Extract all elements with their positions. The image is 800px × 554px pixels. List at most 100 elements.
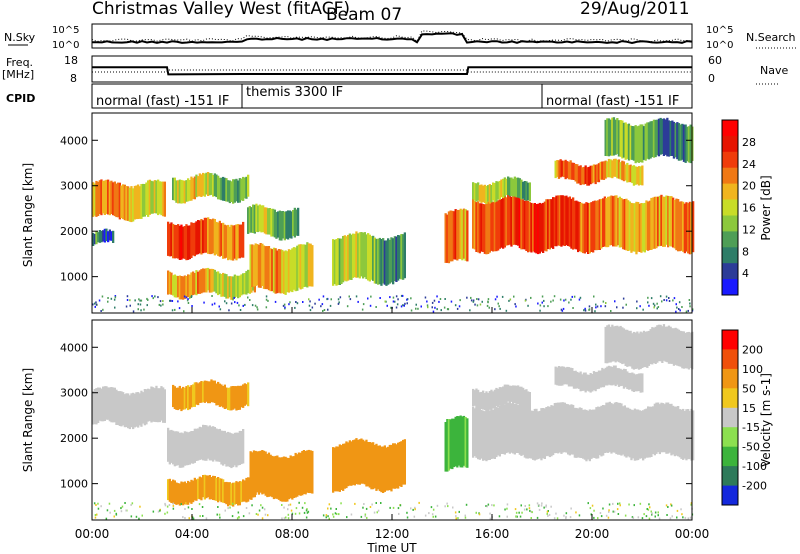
heatmap-cell xyxy=(235,178,238,202)
heatmap-cell xyxy=(107,300,109,303)
heatmap-cell xyxy=(190,431,193,464)
heatmap-cell xyxy=(266,246,269,290)
heatmap-cell xyxy=(173,431,176,467)
heatmap-cell xyxy=(508,403,511,454)
heatmap-cell xyxy=(299,452,302,496)
heatmap-cell xyxy=(527,304,529,307)
heatmap-cell xyxy=(626,371,629,389)
heatmap-cell xyxy=(167,221,170,256)
heatmap-cell xyxy=(169,299,172,302)
heatmap-cell xyxy=(563,514,565,517)
heatmap-cell xyxy=(592,201,595,253)
heatmap-cell xyxy=(604,305,607,308)
heatmap-cell xyxy=(431,306,433,309)
heatmap-cell xyxy=(457,416,461,466)
heatmap-cell xyxy=(192,517,195,520)
heatmap-cell xyxy=(400,441,403,487)
heatmap-cell xyxy=(145,389,148,425)
heatmap-cell xyxy=(318,298,320,301)
colorbar-swatch xyxy=(722,135,738,153)
heatmap-cell xyxy=(642,126,646,160)
heatmap-cell xyxy=(518,198,521,249)
heatmap-cell xyxy=(493,504,495,507)
heatmap-cell xyxy=(586,374,589,391)
heatmap-cell xyxy=(244,303,246,306)
heatmap-cell xyxy=(654,119,657,158)
heatmap-cell xyxy=(202,172,205,196)
heatmap-cell xyxy=(585,202,588,253)
heatmap-cell xyxy=(287,249,291,293)
heatmap-cell xyxy=(108,387,111,422)
heatmap-cell xyxy=(185,276,188,298)
heatmap-cell xyxy=(431,513,434,516)
heatmap-cell xyxy=(342,443,345,491)
heatmap-cell xyxy=(653,306,655,309)
x-tick-label: 20:00 xyxy=(575,527,610,541)
heatmap-cell xyxy=(583,203,586,254)
heatmap-cell xyxy=(225,178,228,202)
heatmap-cell xyxy=(497,181,500,200)
heatmap-cell xyxy=(627,123,631,161)
heatmap-cell xyxy=(294,512,297,515)
heatmap-cell xyxy=(225,302,228,305)
heatmap-cell xyxy=(113,515,115,518)
heatmap-cell xyxy=(464,209,467,261)
heatmap-cell xyxy=(218,305,220,308)
heatmap-cell xyxy=(205,217,208,253)
heatmap-cell xyxy=(370,442,373,490)
heatmap-cell xyxy=(677,329,681,367)
heatmap-cell xyxy=(631,126,634,160)
heatmap-cell xyxy=(487,298,490,301)
heatmap-cell xyxy=(508,177,511,197)
heatmap-cell xyxy=(647,330,651,366)
heatmap-cell xyxy=(358,439,361,485)
x-tick-label: 12:00 xyxy=(375,527,410,541)
heatmap-cell xyxy=(594,164,597,185)
heatmap-cell xyxy=(522,199,525,250)
heatmap-cell xyxy=(505,309,508,312)
heatmap-cell xyxy=(180,432,183,468)
heatmap-cell xyxy=(488,391,491,410)
heatmap-cell xyxy=(170,481,173,503)
heatmap-cell xyxy=(668,297,670,299)
heatmap-cell xyxy=(685,409,688,461)
heatmap-cell xyxy=(528,392,531,410)
velocity-colorbar-label: Velocity [m s-1] xyxy=(759,373,773,467)
heatmap-cell xyxy=(560,195,563,247)
heatmap-cell xyxy=(614,365,617,387)
heatmap-cell xyxy=(307,243,311,287)
heatmap-cell xyxy=(518,511,520,514)
heatmap-cell xyxy=(646,331,649,368)
heatmap-cell xyxy=(512,401,515,454)
heatmap-cell xyxy=(545,505,547,508)
heatmap-cell xyxy=(472,198,475,249)
heatmap-cell xyxy=(332,515,335,518)
heatmap-cell xyxy=(180,503,182,506)
heatmap-cell xyxy=(498,199,501,249)
heatmap-cell xyxy=(616,159,619,179)
heatmap-cell xyxy=(630,202,633,253)
heatmap-cell xyxy=(113,509,116,512)
heatmap-cell xyxy=(548,199,551,250)
heatmap-cell xyxy=(584,372,587,393)
heatmap-cell xyxy=(538,504,540,507)
heatmap-cell xyxy=(588,409,591,462)
colorbar-swatch xyxy=(722,247,738,264)
heatmap-cell xyxy=(328,503,331,506)
heatmap-cell xyxy=(167,427,170,462)
colorbar-swatch xyxy=(722,151,738,169)
heatmap-cell xyxy=(240,178,243,201)
heatmap-cell xyxy=(609,119,612,156)
heatmap-cell xyxy=(343,235,346,281)
heatmap-cell xyxy=(164,512,166,515)
heatmap-cell xyxy=(180,481,183,505)
heatmap-cell xyxy=(682,201,685,252)
heatmap-cell xyxy=(203,474,206,500)
heatmap-cell xyxy=(477,389,480,410)
heatmap-cell xyxy=(256,451,259,493)
heatmap-cell xyxy=(568,301,570,304)
heatmap-cell xyxy=(187,178,190,202)
heatmap-cell xyxy=(516,515,518,518)
heatmap-cell xyxy=(677,406,680,457)
